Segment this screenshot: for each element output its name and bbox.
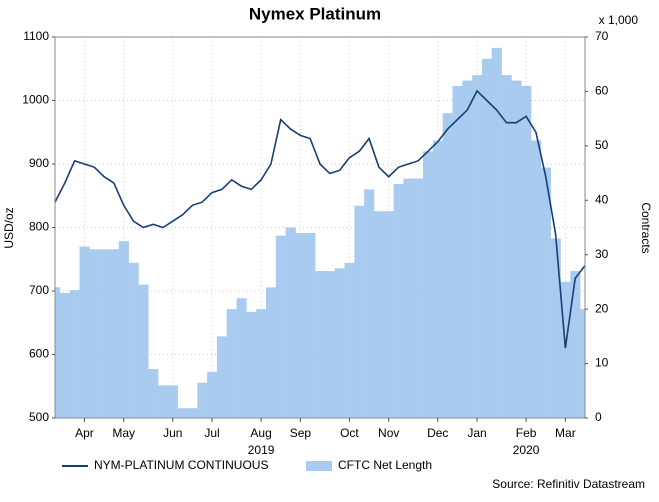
bar [413,178,424,418]
bar [423,151,434,419]
bar [324,271,336,418]
x-tick-label: Nov [378,426,399,440]
bar [550,238,561,418]
bar [383,211,394,418]
y2-tick-label: 40 [595,192,609,206]
y2-tick-label: 70 [595,29,609,43]
bar [236,298,247,418]
bar [295,232,306,418]
x-year-label: 2019 [248,443,275,457]
bar [256,309,267,418]
bar [167,385,178,418]
bar [226,309,237,418]
x-tick-label: Feb [516,426,537,440]
x-tick-label: Mar [555,426,576,440]
bar [69,290,80,418]
x-tick-label: Jul [204,426,219,440]
bar [315,271,326,418]
bar [197,382,208,418]
y-tick-label: 800 [29,220,49,234]
bar [216,336,228,418]
bar [364,189,375,418]
y-axis-label: USD/oz [2,207,16,248]
bar [334,268,345,418]
legend-swatch [306,461,332,471]
bar [266,287,277,418]
y-tick-label: 1100 [23,29,49,43]
y2-tick-label: 30 [595,247,609,261]
bar [432,140,443,418]
bar [305,232,316,418]
y2-tick-label: 50 [595,138,609,152]
bar [138,284,149,418]
x-tick-label: Aug [250,426,271,440]
chart-title: Nymex Platinum [249,4,381,23]
bar [481,58,493,419]
bar [344,262,355,418]
bar [501,75,512,418]
bar [354,205,365,418]
bar [59,292,71,418]
y2-axis-label: Contracts [639,202,653,253]
bar [89,249,100,418]
bar [452,85,463,418]
bar [442,113,453,418]
x-year-label: 2020 [513,443,540,457]
y2-tick-label: 0 [595,410,602,424]
bar [393,183,404,418]
bar [285,227,296,418]
bar [128,262,139,418]
bar [99,249,110,418]
bar [560,281,571,418]
y-tick-label: 700 [29,283,49,297]
y-tick-label: 600 [29,347,49,361]
bar [207,371,218,418]
y2-tick-label: 10 [595,356,609,370]
bar [540,167,551,418]
plot [54,47,586,419]
x-tick-label: Jun [163,426,182,440]
x-tick-label: May [112,426,135,440]
bar [403,178,414,418]
bar [177,408,188,418]
bar [531,140,542,418]
y2-unit: x 1,000 [599,13,639,27]
y-tick-label: 900 [29,156,49,170]
bar [570,271,581,418]
y-tick-label: 500 [29,410,49,424]
bar [108,249,120,418]
y2-tick-label: 60 [595,84,609,98]
line [54,89,586,349]
x-tick-label: Apr [75,426,94,440]
x-tick-label: Oct [340,426,359,440]
bar [79,246,90,418]
bar [521,85,532,418]
y-tick-label: 1000 [22,93,49,107]
bar [118,241,129,418]
legend-label: NYM-PLATINUM CONTINUOUS [94,458,268,472]
bar [275,235,286,418]
source: Source: Refinitiv Datastream [492,477,645,491]
bar [158,385,169,418]
bar [511,80,522,419]
x-tick-label: Dec [427,426,448,440]
bar [462,80,473,419]
x-tick-label: Sep [290,426,312,440]
bar [580,309,586,418]
bar [246,311,257,418]
y2-tick-label: 20 [595,301,609,315]
bar [55,287,61,418]
bar [373,211,385,418]
bar [491,47,502,419]
legend-label: CFTC Net Length [338,458,432,472]
bar [148,369,159,418]
bar [472,75,483,418]
x-tick-label: Jan [467,426,486,440]
bar [187,408,198,418]
